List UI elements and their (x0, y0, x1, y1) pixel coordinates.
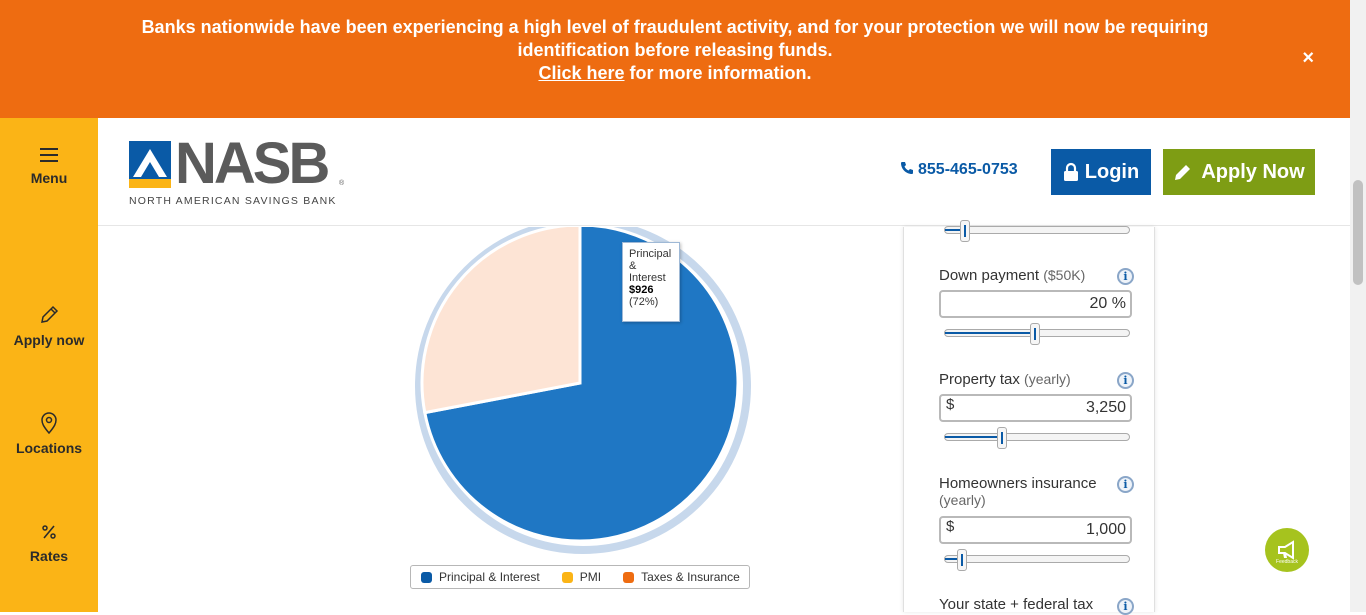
feedback-button[interactable]: Feedback (1265, 528, 1309, 572)
property-tax-hint: (yearly) (1024, 371, 1071, 387)
property-tax-label-text: Property tax (939, 371, 1020, 388)
top-slider[interactable] (944, 220, 1130, 242)
sidebar-item-label: Menu (30, 170, 68, 186)
legend-label: PMI (579, 570, 602, 584)
info-icon[interactable]: i (1117, 268, 1134, 285)
state-federal-tax-label: Your state + federal tax (939, 596, 1094, 613)
pie-chart (415, 227, 751, 554)
home-insurance-label: Homeowners insurance (yearly) (939, 475, 1097, 509)
pie-halo (415, 227, 751, 554)
pencil-icon (41, 305, 59, 323)
slider-handle[interactable] (960, 220, 970, 242)
slider-fill (945, 436, 1002, 438)
chart-tooltip: Principal & Interest $926 (72%) (622, 242, 680, 322)
slider-handle[interactable] (957, 549, 967, 571)
phone-link[interactable]: 855-465-0753 (900, 161, 1018, 179)
apply-now-label: Apply Now (1201, 160, 1305, 183)
home-insurance-value: 1,000 (1085, 521, 1126, 538)
sidebar-item-label: Rates (29, 548, 69, 564)
down-payment-value: 20 % (1089, 295, 1126, 312)
apply-now-button[interactable]: Apply Now (1163, 149, 1315, 195)
sidebar-item-label: Apply now (13, 332, 85, 348)
logo-mark-icon (129, 141, 171, 188)
property-tax-slider[interactable] (944, 427, 1130, 449)
banner-text-line3: Click here for more information. (0, 62, 1350, 85)
map-pin-icon (41, 412, 57, 434)
legend-swatch (561, 571, 573, 583)
login-label: Login (1084, 160, 1140, 183)
pencil-icon (1175, 165, 1191, 180)
tooltip-label-line3: Interest (629, 272, 666, 284)
currency-prefix: $ (946, 396, 955, 413)
banner-click-here-link[interactable]: Click here (538, 63, 625, 83)
payment-breakdown-chart: Principal & Interest $926 (72%) Principa… (98, 227, 900, 612)
site-header: NASB ® NORTH AMERICAN SAVINGS BANK 855-4… (98, 118, 1350, 226)
legend-swatch (623, 571, 635, 583)
page-scrollbar[interactable] (1350, 0, 1366, 612)
tooltip-label-line1: Principal (629, 248, 672, 260)
tooltip-value: $926 (629, 284, 654, 296)
sidebar-item-apply-now[interactable]: Apply now (0, 304, 98, 348)
home-insurance-label-text: Homeowners insurance (939, 475, 1097, 492)
home-insurance-slider[interactable] (944, 549, 1130, 571)
scrollbar-thumb[interactable] (1353, 180, 1363, 285)
tooltip-percent: (72%) (629, 296, 659, 308)
percent-icon (42, 525, 56, 539)
megaphone-icon (1278, 540, 1294, 560)
home-insurance-input[interactable]: $1,000 (939, 516, 1132, 544)
legend-label: Principal & Interest (439, 570, 540, 584)
down-payment-hint: ($50K) (1043, 267, 1086, 283)
logo-subtitle: NORTH AMERICAN SAVINGS BANK (129, 195, 337, 207)
legend-item-principal-interest[interactable]: Principal & Interest (421, 570, 540, 584)
sidebar-item-locations[interactable]: Locations (0, 412, 98, 456)
property-tax-label: Property tax (yearly) (939, 371, 1071, 388)
feedback-label: Feedback (1276, 559, 1298, 565)
currency-prefix: $ (946, 518, 955, 535)
lock-icon (1063, 162, 1078, 181)
down-payment-input[interactable]: 20 % (939, 290, 1132, 318)
banner-close-icon[interactable]: × (1302, 47, 1314, 69)
tooltip-label-line2: & (629, 260, 637, 272)
logo-registered-mark: ® (339, 180, 345, 187)
info-icon[interactable]: i (1117, 476, 1134, 493)
sidebar: Menu Apply now Locations Rates (0, 118, 98, 612)
property-tax-input[interactable]: $3,250 (939, 394, 1132, 422)
slider-handle[interactable] (997, 427, 1007, 449)
nasb-logo[interactable]: NASB ® NORTH AMERICAN SAVINGS BANK (129, 131, 349, 208)
banner-text-line1: Banks nationwide have been experiencing … (141, 17, 1209, 37)
menu-icon (40, 148, 58, 162)
down-payment-label: Down payment ($50K) (939, 267, 1085, 284)
legend-label: Taxes & Insurance (641, 570, 740, 584)
phone-icon (900, 161, 914, 178)
legend-swatch (421, 571, 432, 583)
slider-fill (945, 558, 962, 560)
legend-item-pmi[interactable]: PMI (561, 570, 602, 584)
login-button[interactable]: Login (1051, 149, 1151, 195)
logo-wordmark: NASB (175, 131, 330, 196)
home-insurance-hint: (yearly) (939, 492, 986, 508)
down-payment-label-text: Down payment (939, 267, 1040, 284)
banner-text-line2: identification before releasing funds. (517, 40, 833, 60)
phone-number: 855-465-0753 (918, 161, 1018, 178)
slider-fill (945, 229, 965, 231)
down-payment-slider[interactable] (944, 323, 1130, 345)
info-icon[interactable]: i (1117, 598, 1134, 615)
banner-link-suffix: for more information. (624, 63, 812, 83)
legend-item-taxes-insurance[interactable]: Taxes & Insurance (623, 570, 740, 584)
chart-legend: Principal & Interest PMI Taxes & Insuran… (410, 565, 750, 589)
sidebar-item-rates[interactable]: Rates (0, 522, 98, 564)
mortgage-calculator-panel: Down payment ($50K) i 20 % Property tax … (903, 220, 1155, 615)
slider-handle[interactable] (1030, 323, 1040, 345)
pie-slice-taxes-insurance[interactable] (420, 227, 582, 415)
property-tax-value: 3,250 (1085, 399, 1126, 416)
info-icon[interactable]: i (1117, 372, 1134, 389)
fraud-alert-banner: Banks nationwide have been experiencing … (0, 0, 1350, 118)
sidebar-item-menu[interactable]: Menu (0, 146, 98, 186)
sidebar-item-label: Locations (15, 440, 83, 456)
slider-fill (945, 332, 1035, 334)
